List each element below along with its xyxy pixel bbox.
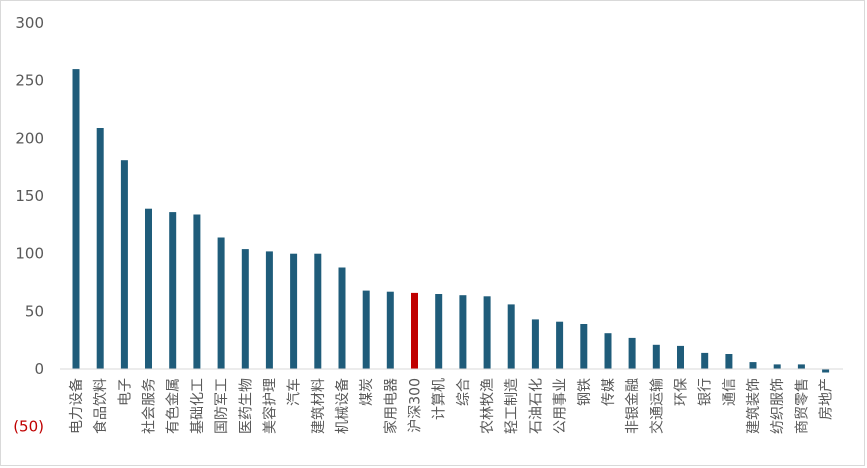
bar <box>701 352 709 369</box>
x-tick-label: 环保 <box>674 378 690 406</box>
bar <box>749 362 757 369</box>
bar <box>797 364 805 369</box>
x-tick-label: 交通运输 <box>648 378 665 434</box>
x-tick-label: 汽车 <box>286 378 303 406</box>
x-tick-label: 电子 <box>117 378 133 406</box>
x-tick-label: 石油石化 <box>528 378 544 434</box>
x-tick-label: 商贸零售 <box>794 378 810 434</box>
y-tick-label: 300 <box>15 14 44 32</box>
bar <box>338 267 346 369</box>
bars <box>72 69 830 373</box>
bar <box>531 319 539 369</box>
x-tick-label: 国防军工 <box>214 378 230 434</box>
x-tick-label: 基础化工 <box>189 378 206 434</box>
x-tick-label: 钢铁 <box>577 378 593 406</box>
bar <box>314 253 322 369</box>
x-tick-label: 银行 <box>698 378 714 406</box>
y-tick-label: (50) <box>13 418 44 436</box>
bar <box>556 321 564 369</box>
y-tick-label: 250 <box>15 72 44 90</box>
x-tick-label: 社会服务 <box>142 378 158 434</box>
y-tick-label: 50 <box>25 302 44 320</box>
x-tick-label: 医药生物 <box>238 378 254 434</box>
y-axis-ticks: 300 250 200 150 100 50 0 (50) <box>13 14 44 436</box>
x-tick-label: 电力设备 <box>68 378 85 434</box>
x-tick-label: 非银金融 <box>625 378 641 434</box>
x-tick-label: 食品饮料 <box>92 378 109 434</box>
bar <box>604 333 612 369</box>
x-tick-label: 家用电器 <box>382 378 399 434</box>
x-tick-label: 房地产 <box>819 378 835 420</box>
x-tick-label: 建筑装饰 <box>746 378 762 434</box>
bar <box>217 237 225 369</box>
bar <box>773 364 781 369</box>
bar <box>483 296 491 369</box>
bar <box>290 253 298 369</box>
x-tick-label: 有色金属 <box>165 378 182 434</box>
bar <box>265 251 273 369</box>
x-tick-label: 建筑材料 <box>311 378 327 434</box>
x-tick-label: 机械设备 <box>334 378 351 434</box>
bar <box>362 290 370 369</box>
bar <box>435 294 443 369</box>
x-tick-label: 沪深300 <box>408 378 424 433</box>
y-tick-label: 0 <box>34 360 44 378</box>
x-tick-label: 传媒 <box>601 378 617 406</box>
x-tick-label: 通信 <box>722 378 738 406</box>
bar <box>145 208 152 369</box>
x-tick-label: 纺织服饰 <box>770 378 786 434</box>
bar <box>241 249 249 369</box>
x-tick-label: 综合 <box>456 378 472 406</box>
x-tick-label: 公用事业 <box>553 378 569 434</box>
y-tick-label: 150 <box>15 187 44 205</box>
y-tick-label: 200 <box>15 129 44 147</box>
x-tick-label: 农林牧渔 <box>480 378 496 434</box>
bar <box>72 69 80 369</box>
bar <box>628 337 636 369</box>
bar <box>507 304 515 369</box>
x-axis-labels: 电力设备 食品饮料 电子 社会服务 有色金属 基础化工 国防军工 医药生物 美容护理 汽车 建筑材料… <box>68 378 835 434</box>
x-tick-label: 美容护理 <box>261 378 278 434</box>
bar <box>120 160 128 369</box>
bar <box>652 344 660 369</box>
bar <box>386 291 394 369</box>
bar <box>459 295 467 369</box>
bar <box>822 369 830 373</box>
bar <box>96 128 104 369</box>
bar <box>725 354 733 369</box>
x-tick-label: 计算机 <box>432 378 448 420</box>
bar <box>580 324 588 369</box>
x-tick-label: 煤炭 <box>359 378 375 406</box>
bar <box>193 214 201 369</box>
bar <box>677 345 684 369</box>
x-tick-label: 轻工制造 <box>504 378 520 434</box>
bar <box>169 212 177 369</box>
bar <box>411 292 418 369</box>
y-tick-label: 100 <box>15 245 44 263</box>
